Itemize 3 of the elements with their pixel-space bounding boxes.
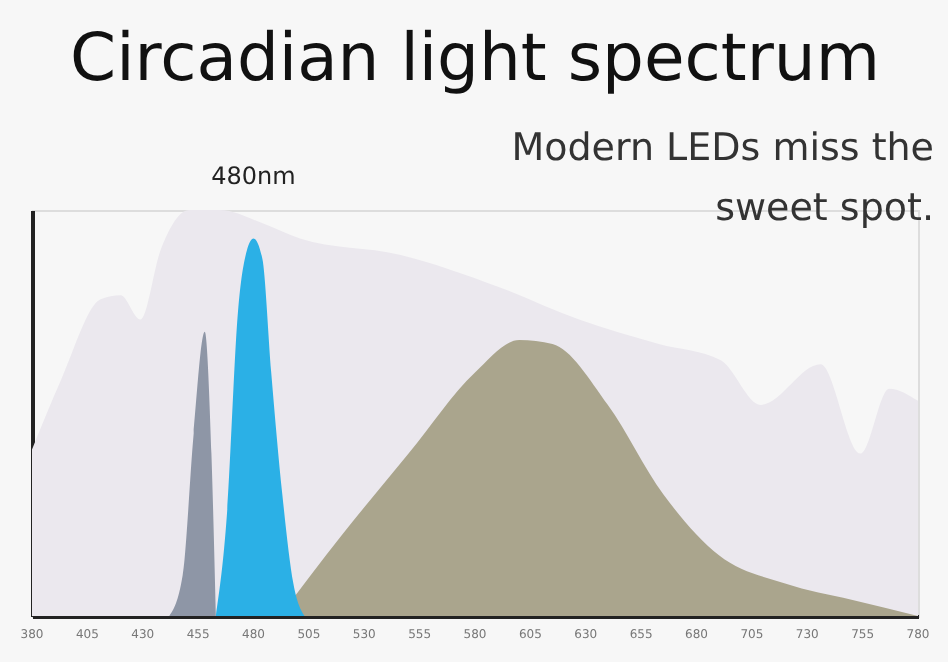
annotation: 480nm (211, 162, 296, 191)
annotation: Modern LEDs miss the sweet spot. (511, 126, 934, 230)
chart-title: Circadian light spectrum (70, 18, 880, 96)
